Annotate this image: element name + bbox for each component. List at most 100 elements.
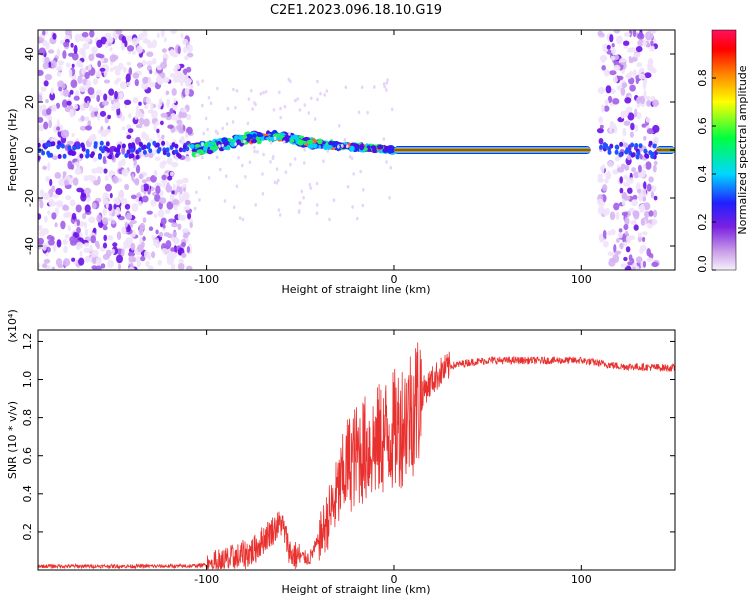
spectrogram-band-cell	[68, 149, 73, 155]
spectrogram-halo-cell	[254, 203, 257, 207]
spectrogram-noise-cell	[598, 200, 605, 207]
spectrogram-noise-cell	[176, 119, 183, 125]
spectrogram-signal-cell	[377, 144, 384, 150]
spectrogram-band-cell	[114, 147, 119, 153]
spectrogram-noise-cell	[55, 258, 63, 267]
snr-x-axis-title: Height of straight line (km)	[281, 583, 430, 596]
spectrogram-noise-cell	[603, 240, 609, 248]
spectrogram-noise-cell	[632, 30, 637, 38]
spectrogram-noise-cell	[58, 178, 66, 187]
spectrogram-noise-cell	[630, 122, 635, 131]
spectrogram-noise-cell	[56, 126, 61, 131]
spectrogram-halo-cell	[193, 206, 197, 211]
spectrogram-noise-cell	[171, 161, 179, 168]
spectrogram-noise-cell	[44, 56, 50, 65]
spectrogram-band-cell	[121, 143, 126, 149]
spectrogram-noise-cell	[642, 41, 648, 46]
spectrogram-noise-cell	[89, 30, 95, 38]
spectrogram-noise-cell	[184, 132, 189, 139]
spectrogram-noise-cell	[135, 197, 140, 203]
spectrogram-noise-cell	[183, 206, 191, 211]
spectrogram-halo-cell	[275, 167, 279, 171]
spectrogram-halo-cell	[219, 167, 222, 172]
spectrogram-band-cell	[81, 146, 86, 152]
spectrogram-halo-cell	[303, 103, 307, 107]
spectrogram-noise-cell	[131, 37, 139, 46]
spectrogram-halo-cell	[352, 172, 356, 176]
spectrogram-halo-cell	[243, 139, 246, 144]
spectrogram-halo-cell	[237, 156, 240, 160]
spectrogram-noise-cell	[624, 216, 630, 226]
spectrogram-noise-cell	[133, 97, 138, 104]
spectrogram-halo-cell	[207, 96, 211, 100]
spectrogram-noise-cell	[618, 228, 623, 233]
spectrogram-noise-cell	[162, 76, 170, 83]
spectrogram-noise-cell	[38, 104, 42, 113]
spectrogram-noise-cell	[124, 221, 128, 228]
spectrogram-noise-cell	[128, 255, 136, 263]
spectrogram-noise-cell	[623, 241, 628, 247]
spectrogram-noise-cell	[85, 125, 92, 131]
spectrogram-halo-cell	[344, 85, 348, 89]
spectrogram-noise-cell	[142, 236, 146, 242]
spectrogram-noise-cell	[96, 94, 101, 103]
spectrogram-halo-cell	[299, 201, 302, 205]
spectrogram-noise-cell	[102, 225, 108, 231]
spectrogram-noise-cell	[120, 115, 125, 122]
spectrogram-band-cell	[618, 152, 623, 158]
spectrogram-noise-cell	[632, 194, 638, 201]
spectrogram-halo-cell	[308, 182, 312, 187]
spectrogram-noise-cell	[60, 129, 69, 139]
spectrogram-noise-cell	[74, 33, 81, 43]
spectrogram-noise-cell	[165, 185, 173, 193]
spectrogram-noise-cell	[69, 89, 74, 95]
spectrogram-signal-cell	[208, 142, 214, 148]
spectrogram-noise-cell	[108, 95, 113, 101]
spectrogram-noise-cell	[599, 54, 608, 62]
spectrogram-noise-cell	[645, 117, 651, 123]
spectrogram-noise-cell	[38, 213, 42, 220]
y-tick-label: -20	[23, 189, 36, 207]
spectrogram-noise-cell	[609, 122, 616, 129]
spectrogram-noise-cell	[48, 120, 52, 129]
spectrogram-noise-cell	[605, 85, 612, 94]
spectrogram-band-cell	[630, 152, 635, 158]
spectrogram-noise-cell	[82, 116, 90, 122]
spectrogram-noise-cell	[181, 177, 189, 184]
spectrogram-signal-cell	[189, 144, 195, 149]
spectrogram-noise-cell	[86, 80, 91, 89]
spectrogram-noise-cell	[619, 176, 623, 184]
spectrogram-noise-cell	[146, 210, 153, 215]
spectrogram-noise-cell	[635, 256, 643, 264]
spectrogram-halo-cell	[316, 97, 319, 102]
spectrogram-halo-cell	[261, 192, 265, 196]
spectrogram-signal-cell	[252, 133, 257, 138]
spectrogram-noise-cell	[648, 32, 654, 40]
spectrogram-noise-cell	[609, 34, 614, 43]
spectrogram-noise-cell	[634, 108, 638, 118]
spectrogram-noise-cell	[650, 40, 654, 47]
spectrogram-noise-cell	[643, 181, 647, 190]
spectrogram-noise-cell	[148, 267, 153, 270]
spectrogram-noise-cell	[71, 63, 75, 68]
spectrogram-noise-cell	[604, 99, 609, 105]
spectrogram-halo-cell	[287, 77, 291, 82]
spectrogram-band-cell	[607, 146, 612, 152]
spectrogram-band-cell	[57, 140, 62, 146]
spectrogram-noise-cell	[161, 174, 167, 181]
spectrogram-signal-cell	[209, 146, 216, 151]
spectrogram-noise-cell	[45, 99, 49, 104]
spectrogram-noise-cell	[85, 86, 89, 91]
spectrogram-noise-cell	[73, 104, 79, 110]
spectrogram-noise-cell	[177, 72, 185, 78]
spectrogram-noise-cell	[76, 219, 81, 227]
spectrogram-noise-cell	[154, 156, 161, 161]
spectrogram-noise-cell	[79, 85, 86, 93]
spectrogram-noise-cell	[613, 202, 620, 211]
spectrogram-noise-cell	[69, 108, 75, 118]
spectrogram-noise-cell	[167, 255, 171, 262]
spectrogram-noise-cell	[155, 121, 160, 126]
spectrogram-noise-cell	[144, 250, 149, 259]
spectrogram-halo-cell	[283, 104, 287, 109]
spectrogram-noise-cell	[132, 72, 140, 79]
